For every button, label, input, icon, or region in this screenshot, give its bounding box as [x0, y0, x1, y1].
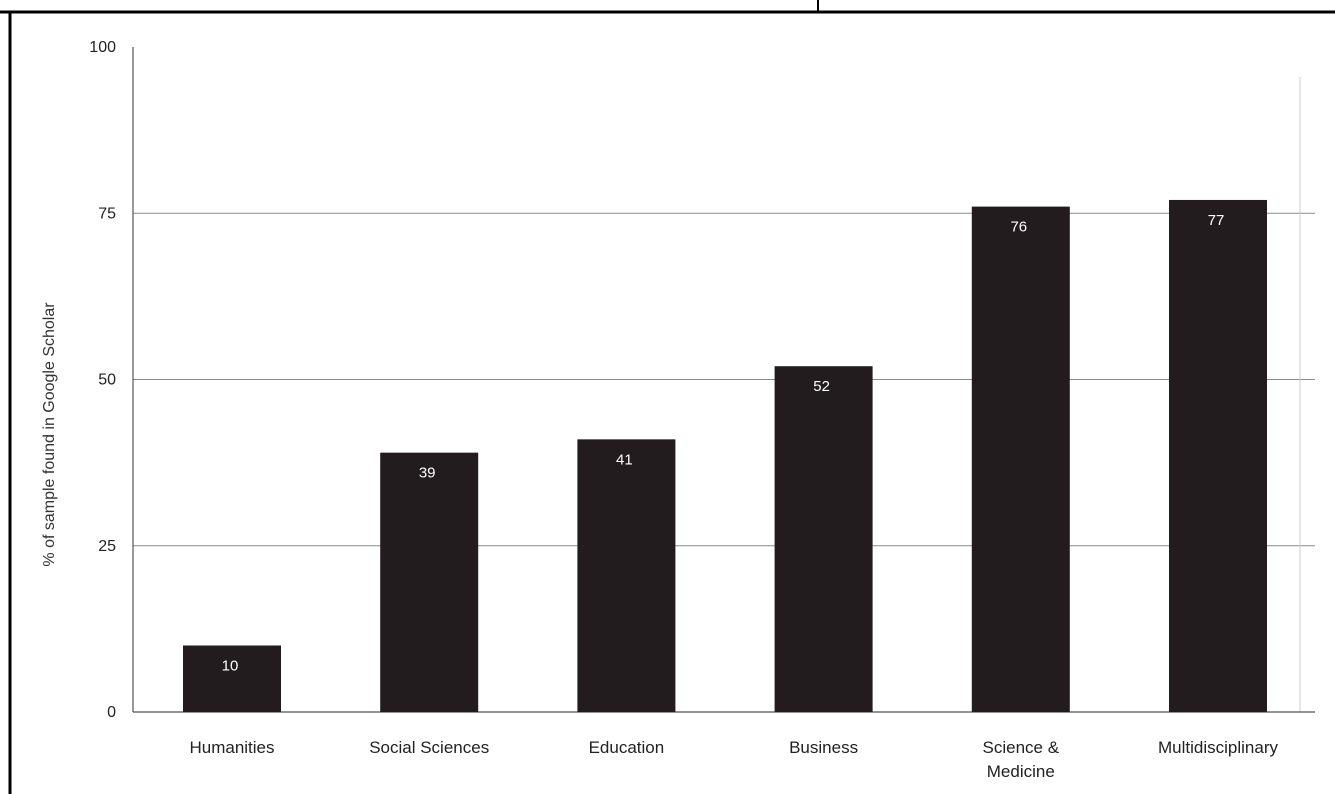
y-tick-label: 100: [89, 39, 116, 56]
y-axis-title: % of sample found in Google Scholar: [41, 302, 58, 567]
y-tick-label: 25: [98, 538, 116, 555]
gridlines: [133, 77, 1315, 712]
axes: [132, 47, 1315, 713]
data-labels: 10 39 41 52 76 77: [222, 212, 1225, 675]
x-tick-labels: Humanities Social Sciences Education Busine…: [189, 738, 1278, 781]
bar: [183, 645, 281, 712]
y-tick-label: 0: [107, 704, 116, 721]
y-tick-label: 50: [98, 372, 116, 389]
x-tick-label: Education: [589, 738, 665, 757]
bar: [380, 452, 479, 712]
bar-value-label: 77: [1208, 212, 1225, 229]
x-tick-label: Business: [789, 738, 858, 757]
bar-value-label: 76: [1010, 219, 1027, 236]
bar: [1169, 199, 1267, 712]
x-tick-label: Humanities: [189, 738, 274, 757]
bar: [577, 439, 676, 712]
bar-value-label: 39: [419, 465, 436, 482]
y-tick-label: 75: [98, 205, 116, 222]
bar: [971, 206, 1070, 712]
bar: [774, 366, 873, 712]
bars: [183, 199, 1267, 712]
x-tick-label: Social Sciences: [369, 738, 489, 757]
bar-value-label: 10: [222, 658, 239, 675]
x-tick-label: Science & Medicine: [983, 738, 1060, 781]
y-tick-labels: 0 25 50 75 100: [89, 39, 116, 721]
x-tick-label: Multidisciplinary: [1158, 738, 1278, 757]
bar-value-label: 52: [813, 378, 830, 395]
bar-value-label: 41: [616, 451, 633, 468]
